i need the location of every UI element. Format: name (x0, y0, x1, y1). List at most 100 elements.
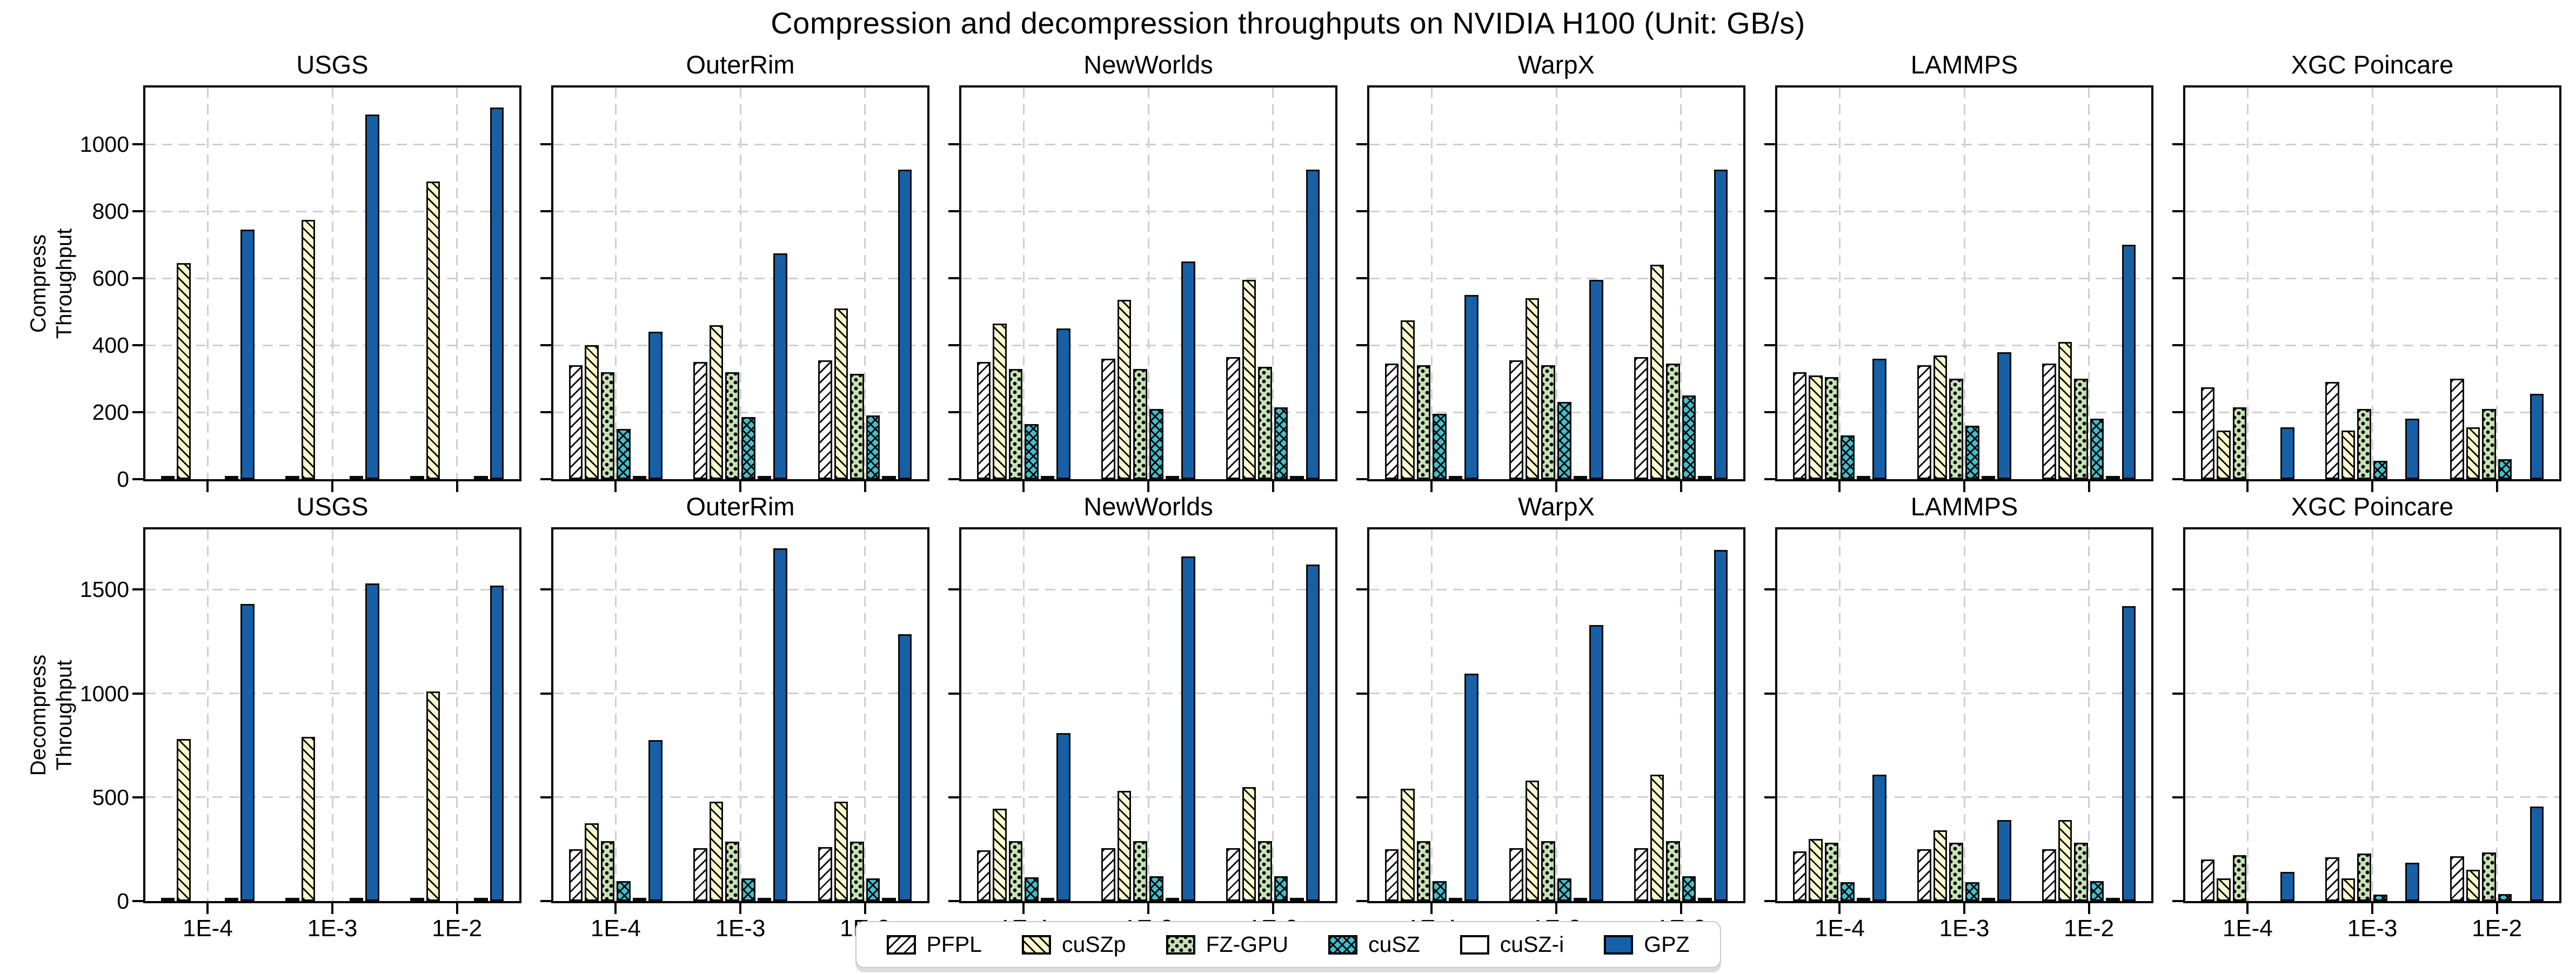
bar-cusz-i (1040, 476, 1055, 479)
bar-cuszp (1809, 839, 1823, 901)
tick-mark (1356, 277, 1367, 280)
tick-mark (1356, 692, 1367, 695)
bar-gpz (648, 740, 663, 901)
bar-pfpl (1634, 848, 1648, 901)
bar-gpz (1714, 550, 1728, 901)
gridline (2496, 88, 2498, 479)
gridline (1272, 88, 1274, 479)
tick-mark (739, 481, 741, 492)
bar-cuszp (709, 325, 724, 479)
tick-mark (540, 411, 551, 414)
tick-mark (2087, 481, 2090, 492)
bar-cuszp (1525, 781, 1540, 901)
bar-fz-gpu (1258, 841, 1272, 901)
gridline (331, 529, 333, 901)
bar-gpz (1306, 565, 1320, 901)
bar-pfpl (285, 476, 299, 479)
legend-label: FZ-GPU (1206, 932, 1289, 957)
bar-cusz-i (224, 476, 239, 479)
bar-pfpl (2200, 859, 2215, 901)
bar-gpz (1872, 359, 1886, 479)
gridline (456, 88, 458, 479)
bar-fz-gpu (2074, 843, 2088, 901)
subplot-compress-xgc-poincare: XGC Poincare (2172, 50, 2561, 492)
bar-cusz (1841, 435, 1855, 479)
bar-cusz (2373, 895, 2387, 901)
gridline (739, 88, 741, 479)
bar-cuszp (1525, 298, 1540, 479)
tick-mark (1356, 900, 1367, 902)
tick-mark (1356, 411, 1367, 414)
bar-cusz (1433, 881, 1447, 901)
bar-pfpl (2042, 849, 2056, 901)
tick-mark (132, 478, 143, 480)
y-tick-label: 0 (117, 889, 129, 913)
bar-cuszp (426, 182, 440, 479)
bar-cuszp (1401, 320, 1415, 479)
gridline (1022, 88, 1025, 479)
tick-mark (540, 277, 551, 280)
gridline (206, 88, 209, 479)
legend-item: PFPL (886, 932, 982, 957)
subplot-title: OuterRim (686, 50, 795, 79)
tick-mark (1356, 143, 1367, 146)
bar-fz-gpu (1258, 367, 1272, 479)
bar-cusz (741, 878, 755, 901)
gridline (864, 529, 866, 901)
bar-pfpl (568, 849, 583, 901)
bar-cusz-i (632, 898, 647, 901)
gridline (864, 88, 866, 479)
tick-mark (864, 903, 866, 914)
x-tick-label: 1E-2 (432, 915, 483, 942)
bar-cuszp (1242, 280, 1256, 479)
tick-mark (2371, 481, 2373, 492)
bar-fz-gpu (850, 842, 864, 901)
bar-pfpl (818, 360, 832, 479)
tick-mark (2172, 143, 2183, 146)
tick-mark (948, 210, 959, 213)
bar-fz-gpu (1133, 369, 1147, 479)
bar-cuszp (1933, 355, 1948, 479)
gridline (1555, 88, 1557, 479)
subplot-decompress-lammps: LAMMPS 1E-4 1E-3 1E-2 (1764, 492, 2153, 942)
bar-cuszp (2341, 431, 2356, 479)
bar-pfpl (2042, 364, 2056, 479)
tick-mark (2371, 903, 2373, 914)
bar-cusz-i (1573, 476, 1588, 479)
legend-swatch-pfpl (886, 935, 916, 955)
bar-cuszp (301, 737, 316, 901)
bar-cusz (866, 415, 880, 479)
bar-pfpl (410, 476, 424, 479)
legend-label: cuSZ (1368, 932, 1420, 957)
tick-mark (1022, 481, 1025, 492)
tick-mark (132, 277, 143, 280)
bar-gpz (898, 634, 912, 901)
bar-fz-gpu (1416, 841, 1431, 901)
tick-mark (2087, 903, 2090, 914)
y-tick-label: 1500 (79, 577, 129, 602)
bar-cusz (2090, 419, 2104, 479)
tick-mark (1022, 903, 1025, 914)
bar-cusz (1149, 876, 1163, 901)
subplot-title: NewWorlds (1083, 50, 1213, 79)
bar-fz-gpu (1666, 364, 1680, 479)
bar-cuszp (1117, 300, 1132, 479)
bar-cuszp (709, 802, 724, 901)
tick-mark (540, 588, 551, 591)
subplot-title: LAMMPS (1910, 50, 2018, 79)
tick-mark (614, 903, 617, 914)
bar-cusz (617, 429, 631, 479)
subplot-title: USGS (296, 50, 369, 79)
tick-mark (2246, 903, 2249, 914)
gridline (206, 529, 209, 901)
legend-label: GPZ (1644, 932, 1690, 957)
tick-mark (1356, 210, 1367, 213)
bar-pfpl (1509, 360, 1523, 479)
bar-cusz-i (2106, 898, 2120, 901)
bar-cuszp (177, 739, 191, 901)
bar-pfpl (160, 476, 175, 479)
bar-cusz (1965, 426, 1979, 479)
tick-mark (1272, 481, 1274, 492)
bar-fz-gpu (1008, 841, 1023, 901)
y-tick-label: 0 (117, 467, 129, 492)
